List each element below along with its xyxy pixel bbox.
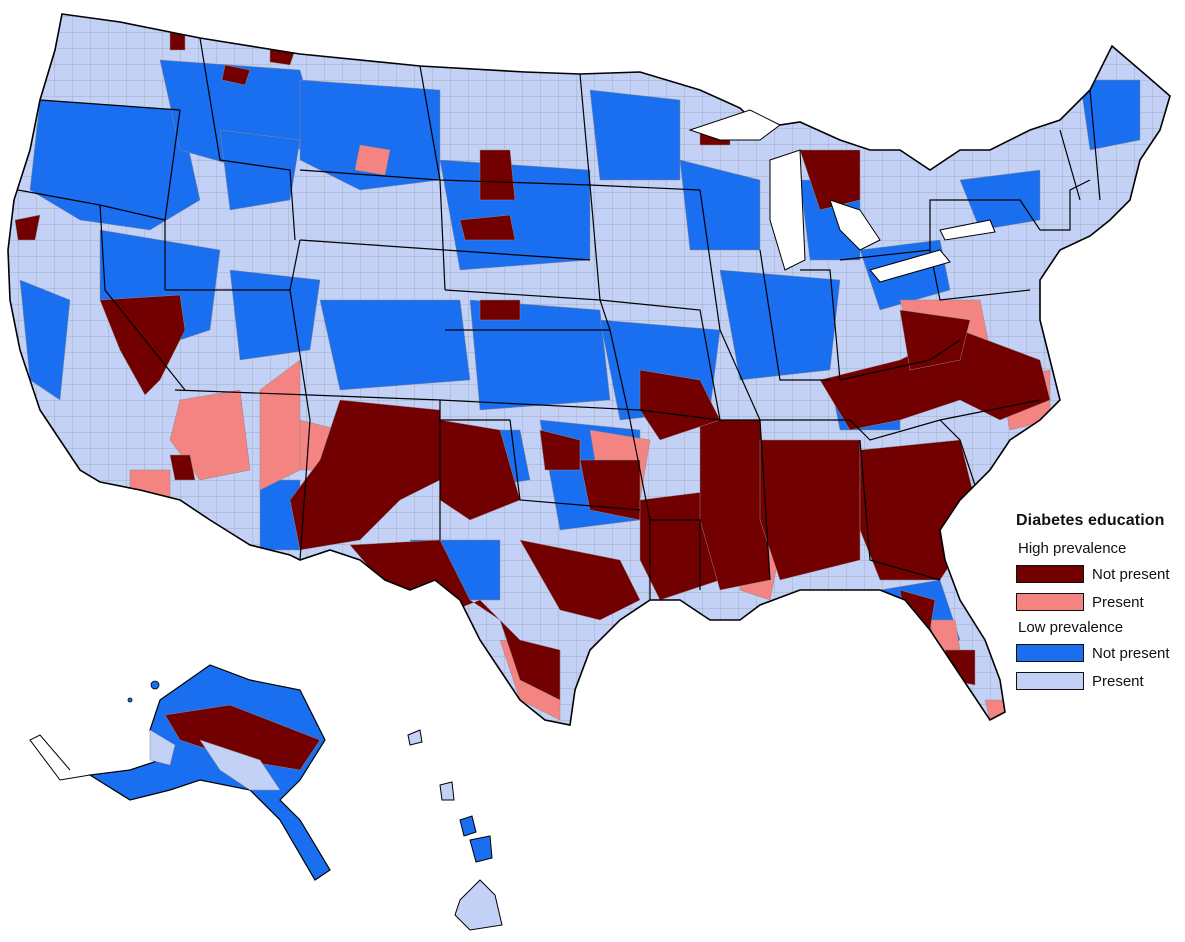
legend-item-label: Not present bbox=[1092, 565, 1170, 583]
legend-item-low-present: Present bbox=[1016, 668, 1181, 694]
hawaii bbox=[407, 729, 503, 931]
great-lakes bbox=[688, 109, 996, 283]
alaska bbox=[29, 664, 331, 881]
legend-group-low-prevalence: Low prevalence bbox=[1018, 619, 1124, 636]
state-borders bbox=[17, 37, 1101, 600]
legend-item-low-not-present: Not present bbox=[1016, 640, 1181, 666]
high-prevalence-not-present-regions bbox=[14, 29, 1051, 701]
legend-swatch-high-present bbox=[1016, 593, 1084, 611]
legend-swatch-high-not-present bbox=[1016, 565, 1084, 583]
map-legend: Diabetes education High prevalence Not p… bbox=[1016, 512, 1181, 696]
legend-item-label: Present bbox=[1092, 593, 1144, 611]
legend-swatch-low-not-present bbox=[1016, 644, 1084, 662]
legend-swatch-low-present bbox=[1016, 672, 1084, 690]
legend-item-label: Not present bbox=[1092, 644, 1170, 662]
legend-item-high-present: Present bbox=[1016, 589, 1181, 615]
legend-title: Diabetes education bbox=[1016, 512, 1165, 529]
legend-item-label: Present bbox=[1092, 672, 1144, 690]
legend-item-high-not-present: Not present bbox=[1016, 561, 1181, 587]
legend-group-high-prevalence: High prevalence bbox=[1018, 540, 1127, 557]
